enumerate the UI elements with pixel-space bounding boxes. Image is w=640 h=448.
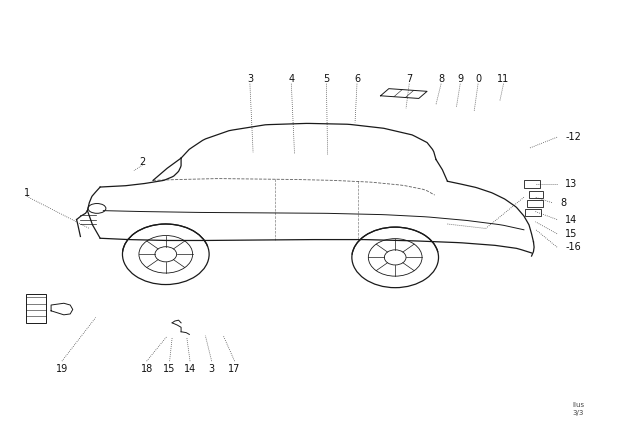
Text: 17: 17 bbox=[228, 364, 241, 374]
Text: 0: 0 bbox=[475, 74, 481, 84]
Text: 9: 9 bbox=[457, 74, 463, 84]
Bar bbox=[26, 294, 46, 323]
Text: 2: 2 bbox=[140, 157, 146, 167]
Text: 1: 1 bbox=[24, 188, 30, 198]
Text: 18: 18 bbox=[141, 364, 153, 374]
Text: 7: 7 bbox=[406, 74, 412, 84]
Text: 8: 8 bbox=[560, 198, 566, 207]
Text: 15: 15 bbox=[565, 229, 578, 239]
Bar bbox=[524, 181, 540, 188]
Text: Ilus
3/3: Ilus 3/3 bbox=[572, 402, 584, 415]
Bar bbox=[525, 209, 541, 216]
Text: -12: -12 bbox=[565, 132, 581, 142]
Bar bbox=[529, 191, 543, 198]
Text: 4: 4 bbox=[288, 74, 294, 84]
Text: 19: 19 bbox=[56, 364, 68, 374]
Text: 3: 3 bbox=[247, 74, 253, 84]
Text: 13: 13 bbox=[565, 179, 577, 189]
Text: 8: 8 bbox=[438, 74, 444, 84]
Text: 5: 5 bbox=[323, 74, 330, 84]
Text: 11: 11 bbox=[497, 74, 509, 84]
Text: -16: -16 bbox=[565, 242, 581, 252]
Text: 6: 6 bbox=[354, 74, 360, 84]
Text: 15: 15 bbox=[163, 364, 176, 374]
Text: 14: 14 bbox=[565, 215, 577, 224]
Bar bbox=[527, 200, 543, 207]
Text: 14: 14 bbox=[184, 364, 196, 374]
Text: 3: 3 bbox=[209, 364, 215, 374]
